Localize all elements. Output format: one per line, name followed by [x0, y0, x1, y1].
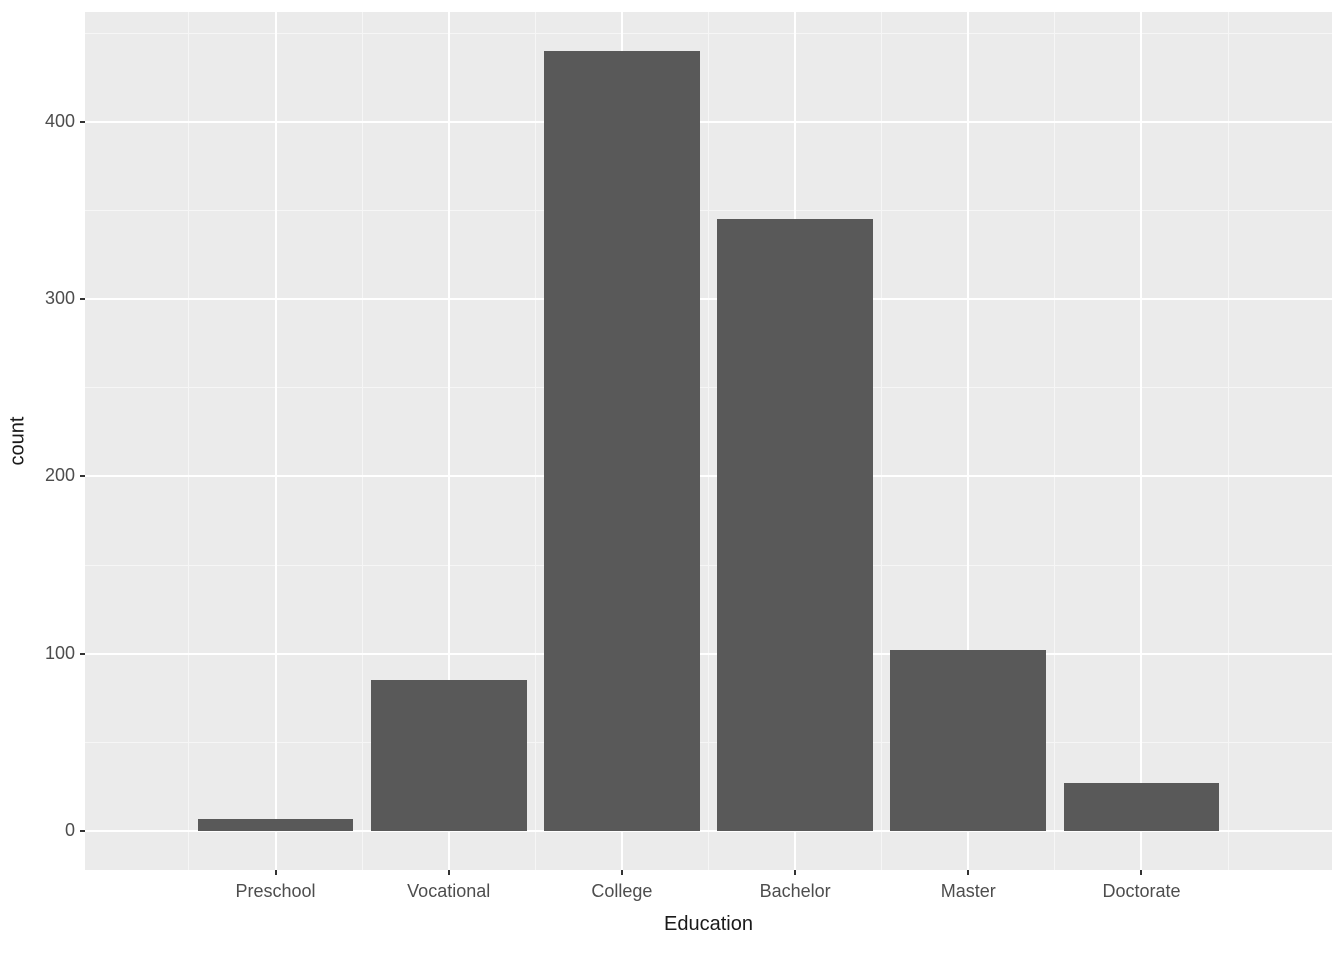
x-tick-label: Master	[941, 881, 996, 902]
x-tick-label: Vocational	[407, 881, 490, 902]
grid-minor-v	[535, 12, 536, 870]
grid-major-h	[85, 475, 1332, 477]
y-tick	[80, 830, 85, 832]
x-tick-label: Preschool	[235, 881, 315, 902]
y-tick-label: 400	[45, 111, 75, 132]
chart-container: 0 100 200 300 400 Preschool Vocational College…	[0, 0, 1344, 960]
grid-minor-v	[881, 12, 882, 870]
grid-major-v	[1140, 12, 1142, 870]
grid-major-h	[85, 298, 1332, 300]
bar	[1064, 783, 1220, 831]
y-tick	[80, 121, 85, 123]
bar	[371, 680, 527, 831]
grid-major-v	[275, 12, 277, 870]
y-tick	[80, 475, 85, 477]
grid-minor-v	[188, 12, 189, 870]
y-tick-label: 0	[65, 820, 75, 841]
y-tick-label: 100	[45, 643, 75, 664]
x-tick-label: Bachelor	[760, 881, 831, 902]
grid-minor-v	[1228, 12, 1229, 870]
y-tick	[80, 298, 85, 300]
bar	[890, 650, 1046, 831]
x-tick	[967, 870, 969, 875]
y-tick	[80, 653, 85, 655]
bar	[717, 219, 873, 831]
x-tick	[1140, 870, 1142, 875]
y-tick-label: 300	[45, 288, 75, 309]
y-tick-label: 200	[45, 465, 75, 486]
plot-area	[85, 12, 1332, 870]
grid-major-h	[85, 121, 1332, 123]
y-axis-title: count	[7, 417, 30, 466]
grid-major-h	[85, 653, 1332, 655]
x-tick	[448, 870, 450, 875]
x-tick-label: College	[591, 881, 652, 902]
x-axis-title: Education	[664, 913, 753, 936]
grid-minor-v	[1054, 12, 1055, 870]
bar	[198, 819, 354, 831]
grid-minor-v	[362, 12, 363, 870]
grid-minor-v	[708, 12, 709, 870]
x-tick	[794, 870, 796, 875]
x-tick	[275, 870, 277, 875]
x-tick-label: Doctorate	[1102, 881, 1180, 902]
bar	[544, 51, 700, 831]
x-tick	[621, 870, 623, 875]
